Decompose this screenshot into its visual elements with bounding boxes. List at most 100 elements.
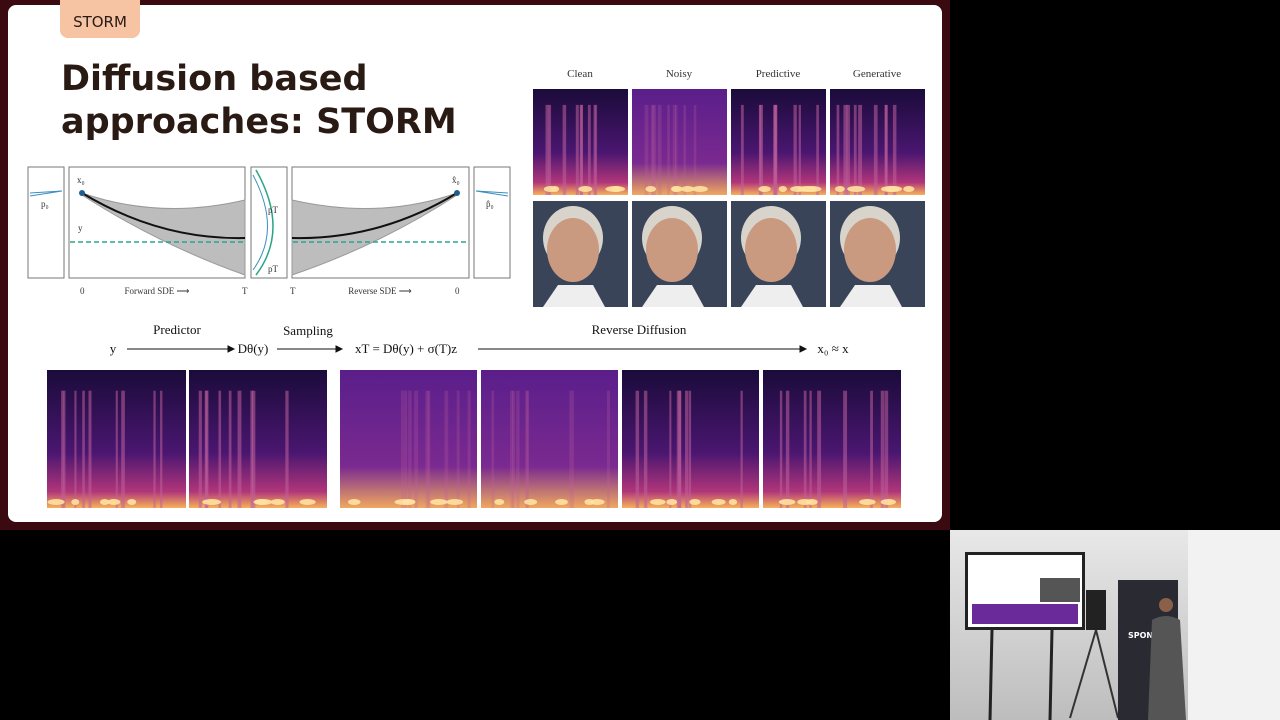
spectrogram-energy: [671, 186, 681, 192]
spectrogram-energy: [254, 499, 268, 505]
label: p₀: [41, 199, 49, 209]
spectrogram-band: [678, 390, 682, 508]
tag-text: STORM: [73, 13, 127, 31]
spectrogram-energy: [650, 499, 666, 505]
spectrogram-energy: [71, 499, 80, 505]
spectrogram-band: [667, 104, 670, 195]
spectrogram-band: [669, 390, 672, 508]
face-shirt: [543, 285, 605, 307]
spectrogram-band: [593, 104, 596, 195]
spectrogram-band: [693, 104, 697, 195]
spectrogram-energy: [903, 186, 915, 192]
spectrogram-band: [759, 104, 763, 195]
spectrogram-energy: [299, 499, 316, 505]
tripod: [1095, 629, 1119, 719]
math: xT = Dθ(y) + σ(T)z: [355, 341, 457, 356]
spectrogram-band: [853, 104, 857, 195]
spectrogram: [731, 89, 826, 195]
mean-path: [291, 192, 458, 240]
spectrogram-energy: [494, 499, 505, 505]
spectrogram-band: [740, 390, 743, 508]
face-skin: [844, 218, 896, 282]
spectrogram: [189, 370, 327, 508]
label: pT: [268, 205, 279, 215]
spectrogram-band: [657, 104, 662, 195]
title: approaches: STORM: [61, 102, 457, 142]
spectrogram-band: [403, 390, 408, 508]
spectrogram-energy: [394, 499, 415, 505]
axis-label: Reverse SDE ⟶: [348, 286, 411, 296]
spectrogram-band: [873, 104, 878, 195]
spectrogram-band: [594, 104, 598, 195]
spectrogram-band: [525, 390, 529, 508]
spectrogram-energy: [524, 499, 538, 505]
column-label: Clean: [567, 68, 593, 80]
density: [475, 190, 509, 197]
stand: [1048, 629, 1054, 720]
spectrogram-band: [427, 390, 431, 508]
spectrogram-band: [228, 390, 232, 508]
spectrogram-energy: [127, 499, 137, 505]
spectrogram-band: [643, 390, 648, 508]
spectrogram-band: [456, 390, 460, 508]
speaker: [1086, 590, 1106, 630]
spectrogram-band: [672, 104, 676, 195]
math: x₀ ≈ x: [817, 341, 849, 356]
point: [79, 190, 85, 196]
step-label: Reverse Diffusion: [592, 322, 687, 337]
spectrogram-band: [205, 390, 208, 508]
spectrogram-energy: [805, 499, 818, 505]
spectrogram-band: [674, 104, 678, 195]
spectrogram-band: [548, 104, 552, 195]
axis-label: T: [242, 286, 248, 296]
axis-label: Forward SDE ⟶: [125, 286, 190, 296]
spectrogram-band: [444, 390, 449, 508]
spectrogram-energy: [430, 499, 448, 505]
spectrogram-band: [798, 104, 801, 195]
tv-content: [972, 604, 1078, 624]
math: y: [110, 341, 117, 356]
spectrogram-energy: [778, 186, 787, 192]
spectrogram-band: [644, 104, 649, 195]
spectrogram-band: [880, 390, 885, 508]
axis-label: 0: [455, 286, 460, 296]
spectrogram-band: [843, 390, 848, 508]
tripod: [1069, 629, 1097, 719]
step-label: Predictor: [153, 322, 201, 337]
spectrogram-band: [516, 390, 520, 508]
spectrogram-band: [685, 390, 689, 508]
spectrogram-energy: [446, 499, 464, 505]
spectrogram-band: [785, 390, 790, 508]
spectrogram-band: [545, 104, 550, 195]
label: x̂₀: [452, 175, 460, 185]
spectrogram-energy: [666, 499, 678, 505]
spectrogram-band: [250, 390, 254, 508]
spectrogram-energy: [880, 499, 896, 505]
spectrogram-energy: [47, 499, 65, 505]
spectrogram-band: [198, 390, 202, 508]
spectrogram-band: [587, 104, 591, 195]
spectrogram-band: [251, 390, 256, 508]
spectrogram-band: [779, 390, 783, 508]
spectrogram-band: [218, 390, 222, 508]
column-label: Generative: [853, 68, 901, 80]
spectrogram-energy: [711, 499, 726, 505]
spectrogram-band: [892, 104, 897, 195]
face-skin: [745, 218, 797, 282]
spectrogram-band: [809, 390, 812, 508]
column-label: Predictive: [756, 68, 801, 80]
spectrogram-band: [858, 104, 863, 195]
spectrogram-band: [153, 390, 156, 508]
tag-chip: [60, 0, 140, 38]
spectrogram-band: [425, 390, 430, 508]
spectrogram-band: [652, 104, 657, 195]
spectrogram-band: [635, 390, 640, 508]
spectrogram-band: [74, 390, 77, 508]
axis-label: T: [290, 286, 296, 296]
density: [252, 174, 268, 271]
face-shirt: [741, 285, 803, 307]
tv-content: [1040, 578, 1080, 602]
label: p̂₀: [486, 199, 494, 209]
spectrogram-energy: [681, 186, 695, 192]
stand: [988, 629, 994, 720]
